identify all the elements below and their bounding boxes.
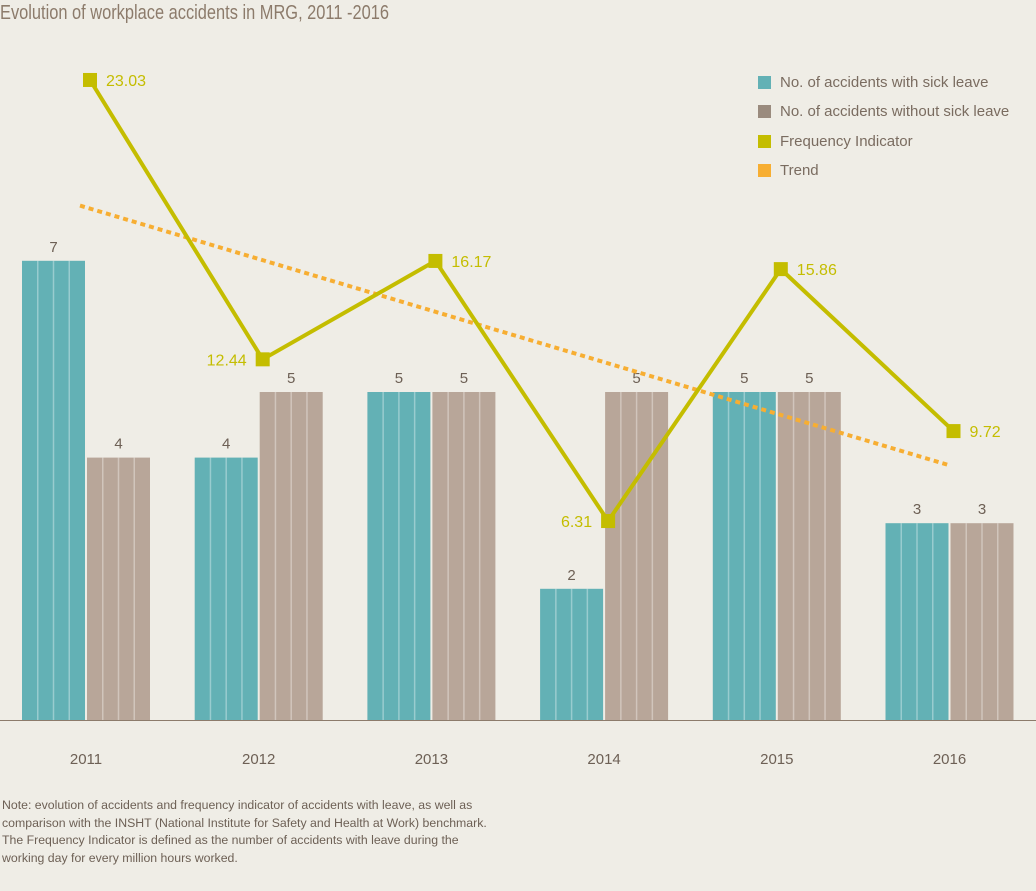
- x-tick-label: 2016: [933, 751, 966, 768]
- legend-swatch-without: [758, 105, 771, 119]
- bar-value-label: 5: [632, 370, 640, 387]
- frequency-marker: [773, 262, 788, 277]
- frequency-value-label: 16.17: [451, 254, 491, 271]
- legend-item-without-sick-leave: No. of accidents without sick leave: [758, 97, 1009, 126]
- bar-value-label: 2: [567, 567, 575, 584]
- bar-without-sick-leave: [432, 392, 496, 720]
- bar-with-sick-leave: [712, 392, 776, 720]
- bar-without-sick-leave: [950, 523, 1014, 720]
- legend-label: Trend: [780, 162, 819, 180]
- legend-swatch-trend: [758, 164, 771, 178]
- chart-title: Evolution of workplace accidents in MRG,…: [0, 2, 389, 24]
- legend-swatch-with: [758, 76, 771, 90]
- bar-value-label: 5: [805, 370, 813, 387]
- frequency-marker: [946, 424, 961, 439]
- frequency-value-label: 23.03: [106, 73, 146, 90]
- bar-value-label: 3: [913, 501, 921, 518]
- bar-value-label: 5: [460, 370, 468, 387]
- frequency-value-label: 6.31: [561, 514, 592, 531]
- bar-with-sick-leave: [367, 392, 431, 720]
- x-tick-label: 2014: [587, 751, 620, 768]
- frequency-value-label: 9.72: [970, 424, 1001, 441]
- frequency-value-label: 15.86: [797, 262, 837, 279]
- legend-item-with-sick-leave: No. of accidents with sick leave: [758, 68, 1009, 97]
- bar-value-label: 5: [740, 370, 748, 387]
- bar-with-sick-leave: [540, 588, 604, 720]
- bar-value-label: 4: [222, 436, 230, 453]
- legend-item-frequency: Frequency Indicator: [758, 127, 1009, 156]
- trend-line: [79, 203, 949, 467]
- x-tick-label: 2013: [415, 751, 448, 768]
- bar-with-sick-leave: [22, 260, 85, 720]
- frequency-marker: [255, 352, 270, 367]
- legend-label: Frequency Indicator: [780, 132, 913, 150]
- frequency-value-label: 12.44: [207, 352, 247, 369]
- legend-item-trend: Trend: [758, 156, 1009, 185]
- frequency-marker: [83, 72, 97, 87]
- legend-swatch-frequency: [758, 134, 771, 148]
- footnote: Note: evolution of accidents and frequen…: [2, 798, 487, 865]
- bar-value-label: 3: [978, 501, 986, 518]
- bar-value-label: 7: [49, 239, 57, 256]
- legend-label: No. of accidents with sick leave: [780, 74, 989, 92]
- bar-with-sick-leave: [194, 457, 258, 720]
- bar-with-sick-leave: [885, 523, 949, 720]
- bar-value-label: 5: [395, 370, 403, 387]
- frequency-marker: [428, 253, 443, 268]
- bar-value-label: 5: [287, 370, 295, 387]
- x-tick-label: 2012: [242, 751, 275, 768]
- frequency-line: [88, 78, 955, 525]
- bar-without-sick-leave: [259, 392, 323, 720]
- x-tick-label: 2015: [760, 751, 793, 768]
- legend: No. of accidents with sick leave No. of …: [758, 68, 1009, 185]
- legend-label: No. of accidents without sick leave: [780, 103, 1010, 121]
- bar-value-label: 4: [114, 436, 122, 453]
- bar-without-sick-leave: [87, 457, 150, 720]
- frequency-marker: [601, 514, 616, 529]
- bar-without-sick-leave: [777, 392, 841, 720]
- x-tick-label: 2011: [70, 751, 102, 768]
